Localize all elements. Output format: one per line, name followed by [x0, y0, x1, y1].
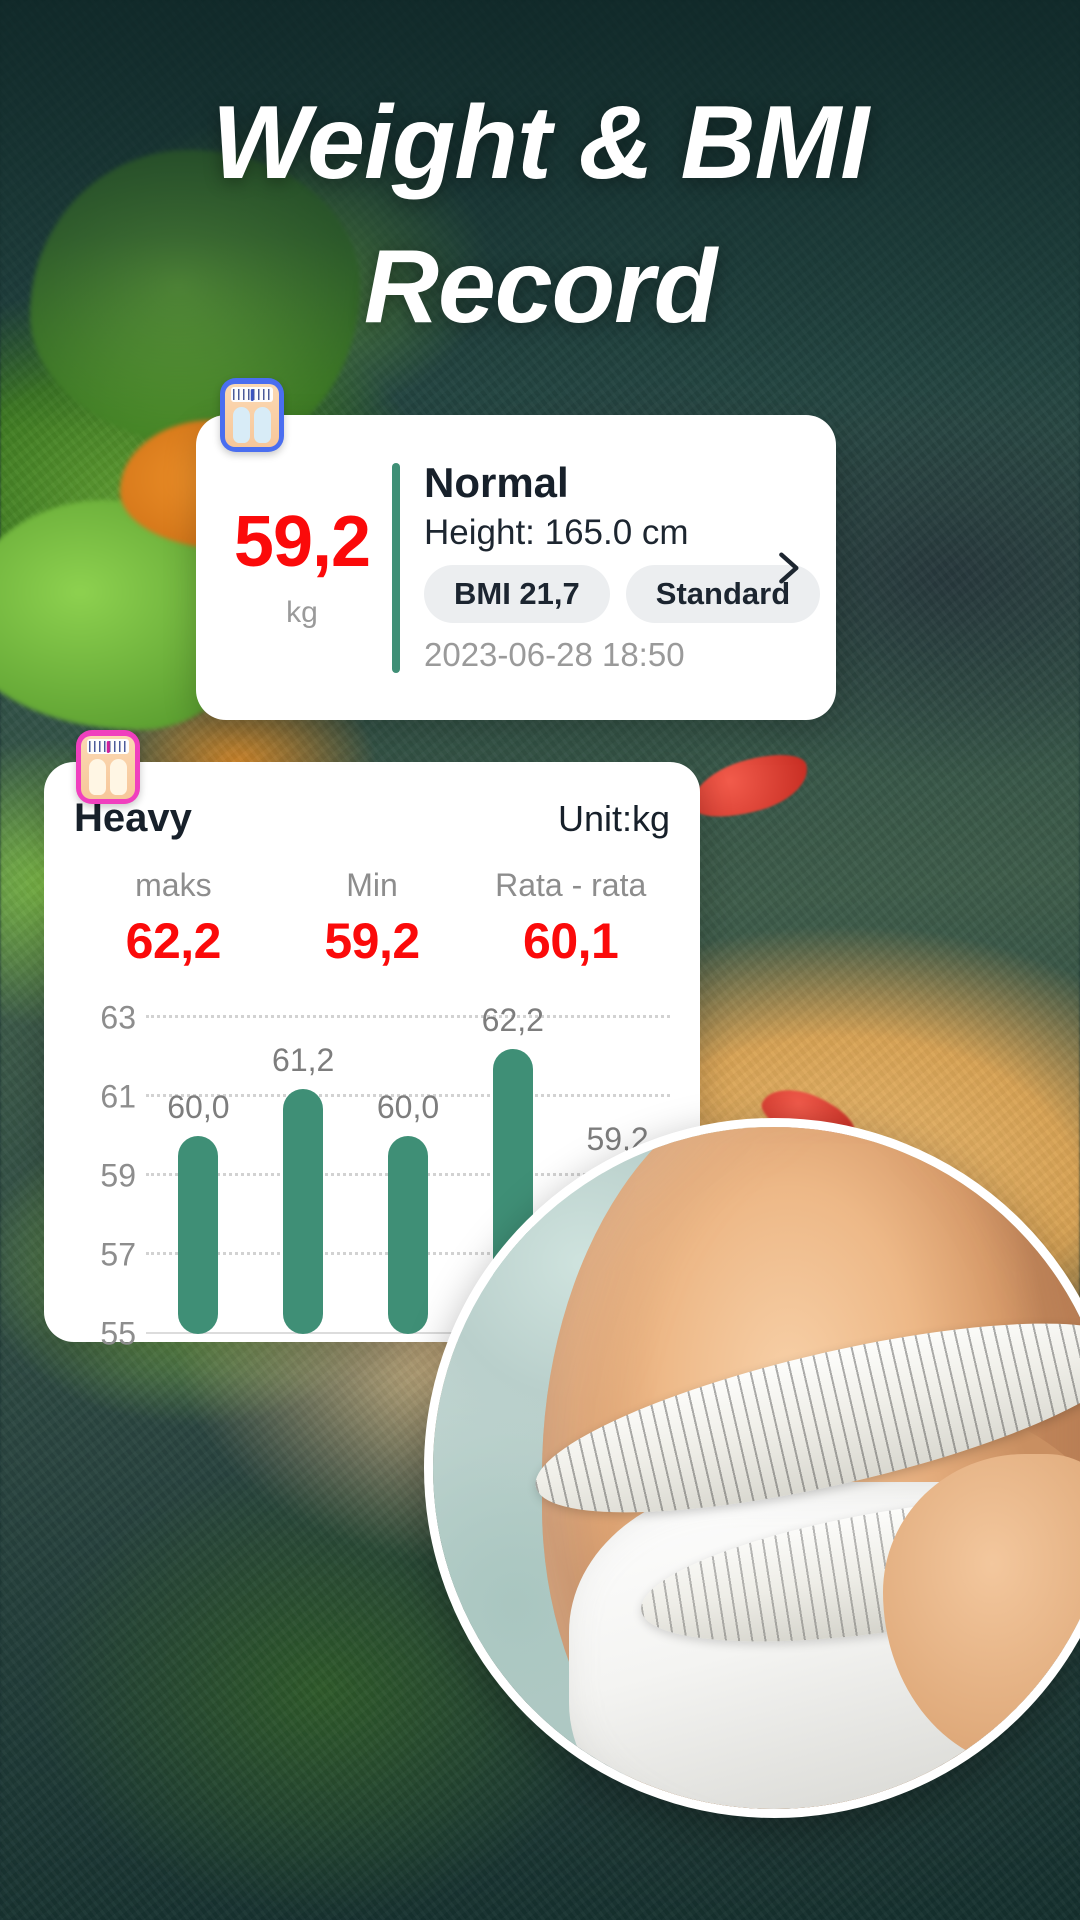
chart-y-tick: 63 [100, 999, 136, 1036]
chart-bar-label: 60,0 [167, 1089, 230, 1126]
chart-bar-slot[interactable]: 60,0 [356, 994, 461, 1334]
stat-min-label: Min [346, 867, 398, 903]
chart-bar-slot[interactable]: 60,0 [146, 994, 251, 1334]
chart-gridline [146, 1093, 670, 1097]
weight-value: 59,2 [233, 501, 371, 582]
scale-needle [106, 741, 110, 753]
chart-bar[interactable] [387, 1136, 428, 1334]
badge-row: BMI 21,7 Standard [424, 565, 821, 624]
scale-needle [250, 389, 254, 401]
stat-max-label: maks [135, 867, 212, 903]
scale-footprint-left [89, 759, 106, 795]
stat-max: maks 62,2 [74, 867, 273, 970]
summary-stats-row: maks 62,2 Min 59,2 Rata - rata 60,1 [74, 867, 670, 970]
scale-footprint-right [110, 759, 127, 795]
stats-unit-label: Unit:kg [557, 798, 670, 839]
chart-bar-label: 62,2 [481, 1002, 544, 1039]
status-badge-bmi: BMI 21,7 [424, 565, 610, 624]
chart-bar[interactable] [178, 1136, 219, 1334]
background-top-scrim [0, 0, 1080, 430]
weighing-scale-icon-pink [76, 730, 140, 804]
weight-readout: 59,2 kg [196, 506, 392, 630]
chevron-right-icon[interactable] [768, 548, 808, 588]
chart-y-axis: 63 61 59 57 55 [74, 994, 146, 1351]
record-timestamp: 2023-06-28 18:50 [424, 636, 685, 674]
stat-max-value: 62,2 [125, 913, 222, 969]
weight-unit: kg [286, 595, 318, 629]
chart-y-tick: 61 [100, 1078, 136, 1115]
chart-bar-label: 61,2 [272, 1041, 335, 1078]
page-title-line-1: Weight & BMI [211, 85, 869, 201]
stat-min: Min 59,2 [273, 867, 472, 970]
status-accent-bar [392, 462, 400, 673]
record-details: Normal Height: 165.0 cm BMI 21,7 Standar… [424, 458, 838, 675]
scale-footprint-left [233, 407, 250, 443]
waist-measurement-photo [424, 1118, 1080, 1818]
scale-display [87, 739, 129, 754]
chart-bar-label: 60,0 [376, 1089, 440, 1126]
chart-bar-slot[interactable]: 61,2 [251, 994, 356, 1334]
weighing-scale-icon-blue [220, 378, 284, 452]
stat-average-value: 60,1 [523, 913, 619, 969]
scale-footprint-right [254, 407, 271, 443]
chart-bar[interactable] [283, 1088, 324, 1334]
chart-y-tick: 59 [100, 1157, 136, 1194]
bmi-status-label: Normal [424, 458, 569, 506]
chart-gridline [146, 1014, 670, 1018]
stat-min-value: 59,2 [324, 913, 420, 969]
stats-card-header: Heavy Unit:kg [74, 796, 670, 841]
stat-average: Rata - rata 60,1 [471, 867, 670, 970]
scale-display [231, 387, 273, 402]
weight-record-card[interactable]: 59,2 kg Normal Height: 165.0 cm BMI 21,7… [196, 415, 836, 720]
stat-average-label: Rata - rata [495, 867, 647, 903]
page-title-line-2: Record [363, 228, 717, 345]
chart-y-tick: 57 [100, 1236, 136, 1273]
page-title: Weight & BMI Record [0, 72, 1080, 359]
height-label: Height: 165.0 cm [424, 512, 689, 552]
chart-y-tick: 55 [100, 1315, 136, 1352]
